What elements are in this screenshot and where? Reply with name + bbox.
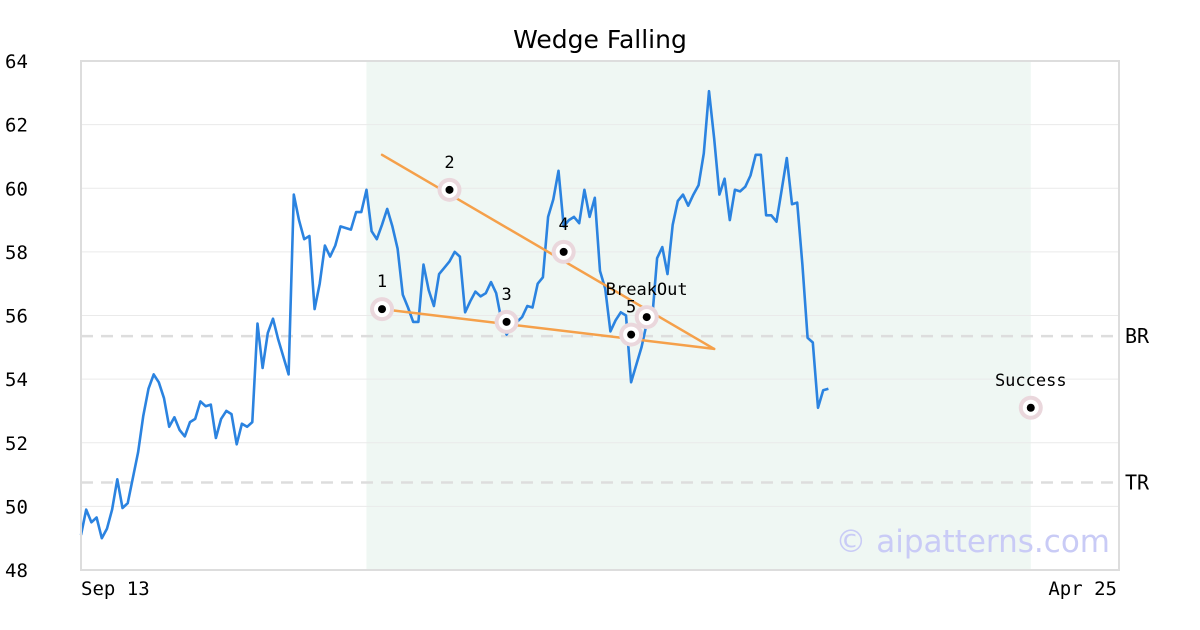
point-label-3: 3 xyxy=(501,285,511,305)
point-label-breakout: BreakOut xyxy=(606,280,688,300)
y-tick-label-54: 54 xyxy=(5,369,28,391)
point-label-success: Success xyxy=(995,371,1067,391)
point-label-5: 5 xyxy=(626,298,636,318)
point-dot-5 xyxy=(627,330,636,339)
x-tick-start: Sep 13 xyxy=(81,578,150,600)
y-tick-label-52: 52 xyxy=(5,433,28,455)
point-dot-success xyxy=(1026,403,1035,412)
wedge-lower-line xyxy=(380,307,716,351)
watermark: © aipatterns.com xyxy=(835,524,1110,560)
chart-title: Wedge Falling xyxy=(513,25,687,54)
y-axis: 48 50 52 54 56 58 60 62 64 xyxy=(5,51,28,582)
grid xyxy=(81,60,1119,571)
point-dot-2 xyxy=(445,185,454,194)
y-tick-label-60: 60 xyxy=(5,178,28,200)
y-tick-label-50: 50 xyxy=(5,496,28,518)
price-line xyxy=(79,89,829,540)
point-label-4: 4 xyxy=(559,215,569,235)
point-label-2: 2 xyxy=(444,153,454,173)
reference-label-br: BR xyxy=(1125,324,1150,348)
x-tick-end: Apr 25 xyxy=(1048,578,1117,600)
y-tick-label-56: 56 xyxy=(5,306,28,328)
y-tick-label-48: 48 xyxy=(5,560,28,582)
wedge-trendlines xyxy=(380,153,716,351)
y-tick-label-62: 62 xyxy=(5,115,28,137)
point-dot-1 xyxy=(378,305,387,314)
point-dot-3 xyxy=(502,317,511,326)
point-dot-4 xyxy=(559,247,568,256)
point-dot-breakout xyxy=(642,313,651,322)
reference-lines: BR TR xyxy=(81,324,1150,495)
reference-label-tr: TR xyxy=(1125,471,1150,495)
plot-frame xyxy=(80,60,1120,571)
wedge-upper-line xyxy=(380,153,716,351)
y-tick-label-64: 64 xyxy=(5,51,28,73)
point-label-1: 1 xyxy=(377,272,387,292)
y-tick-label-58: 58 xyxy=(5,242,28,264)
